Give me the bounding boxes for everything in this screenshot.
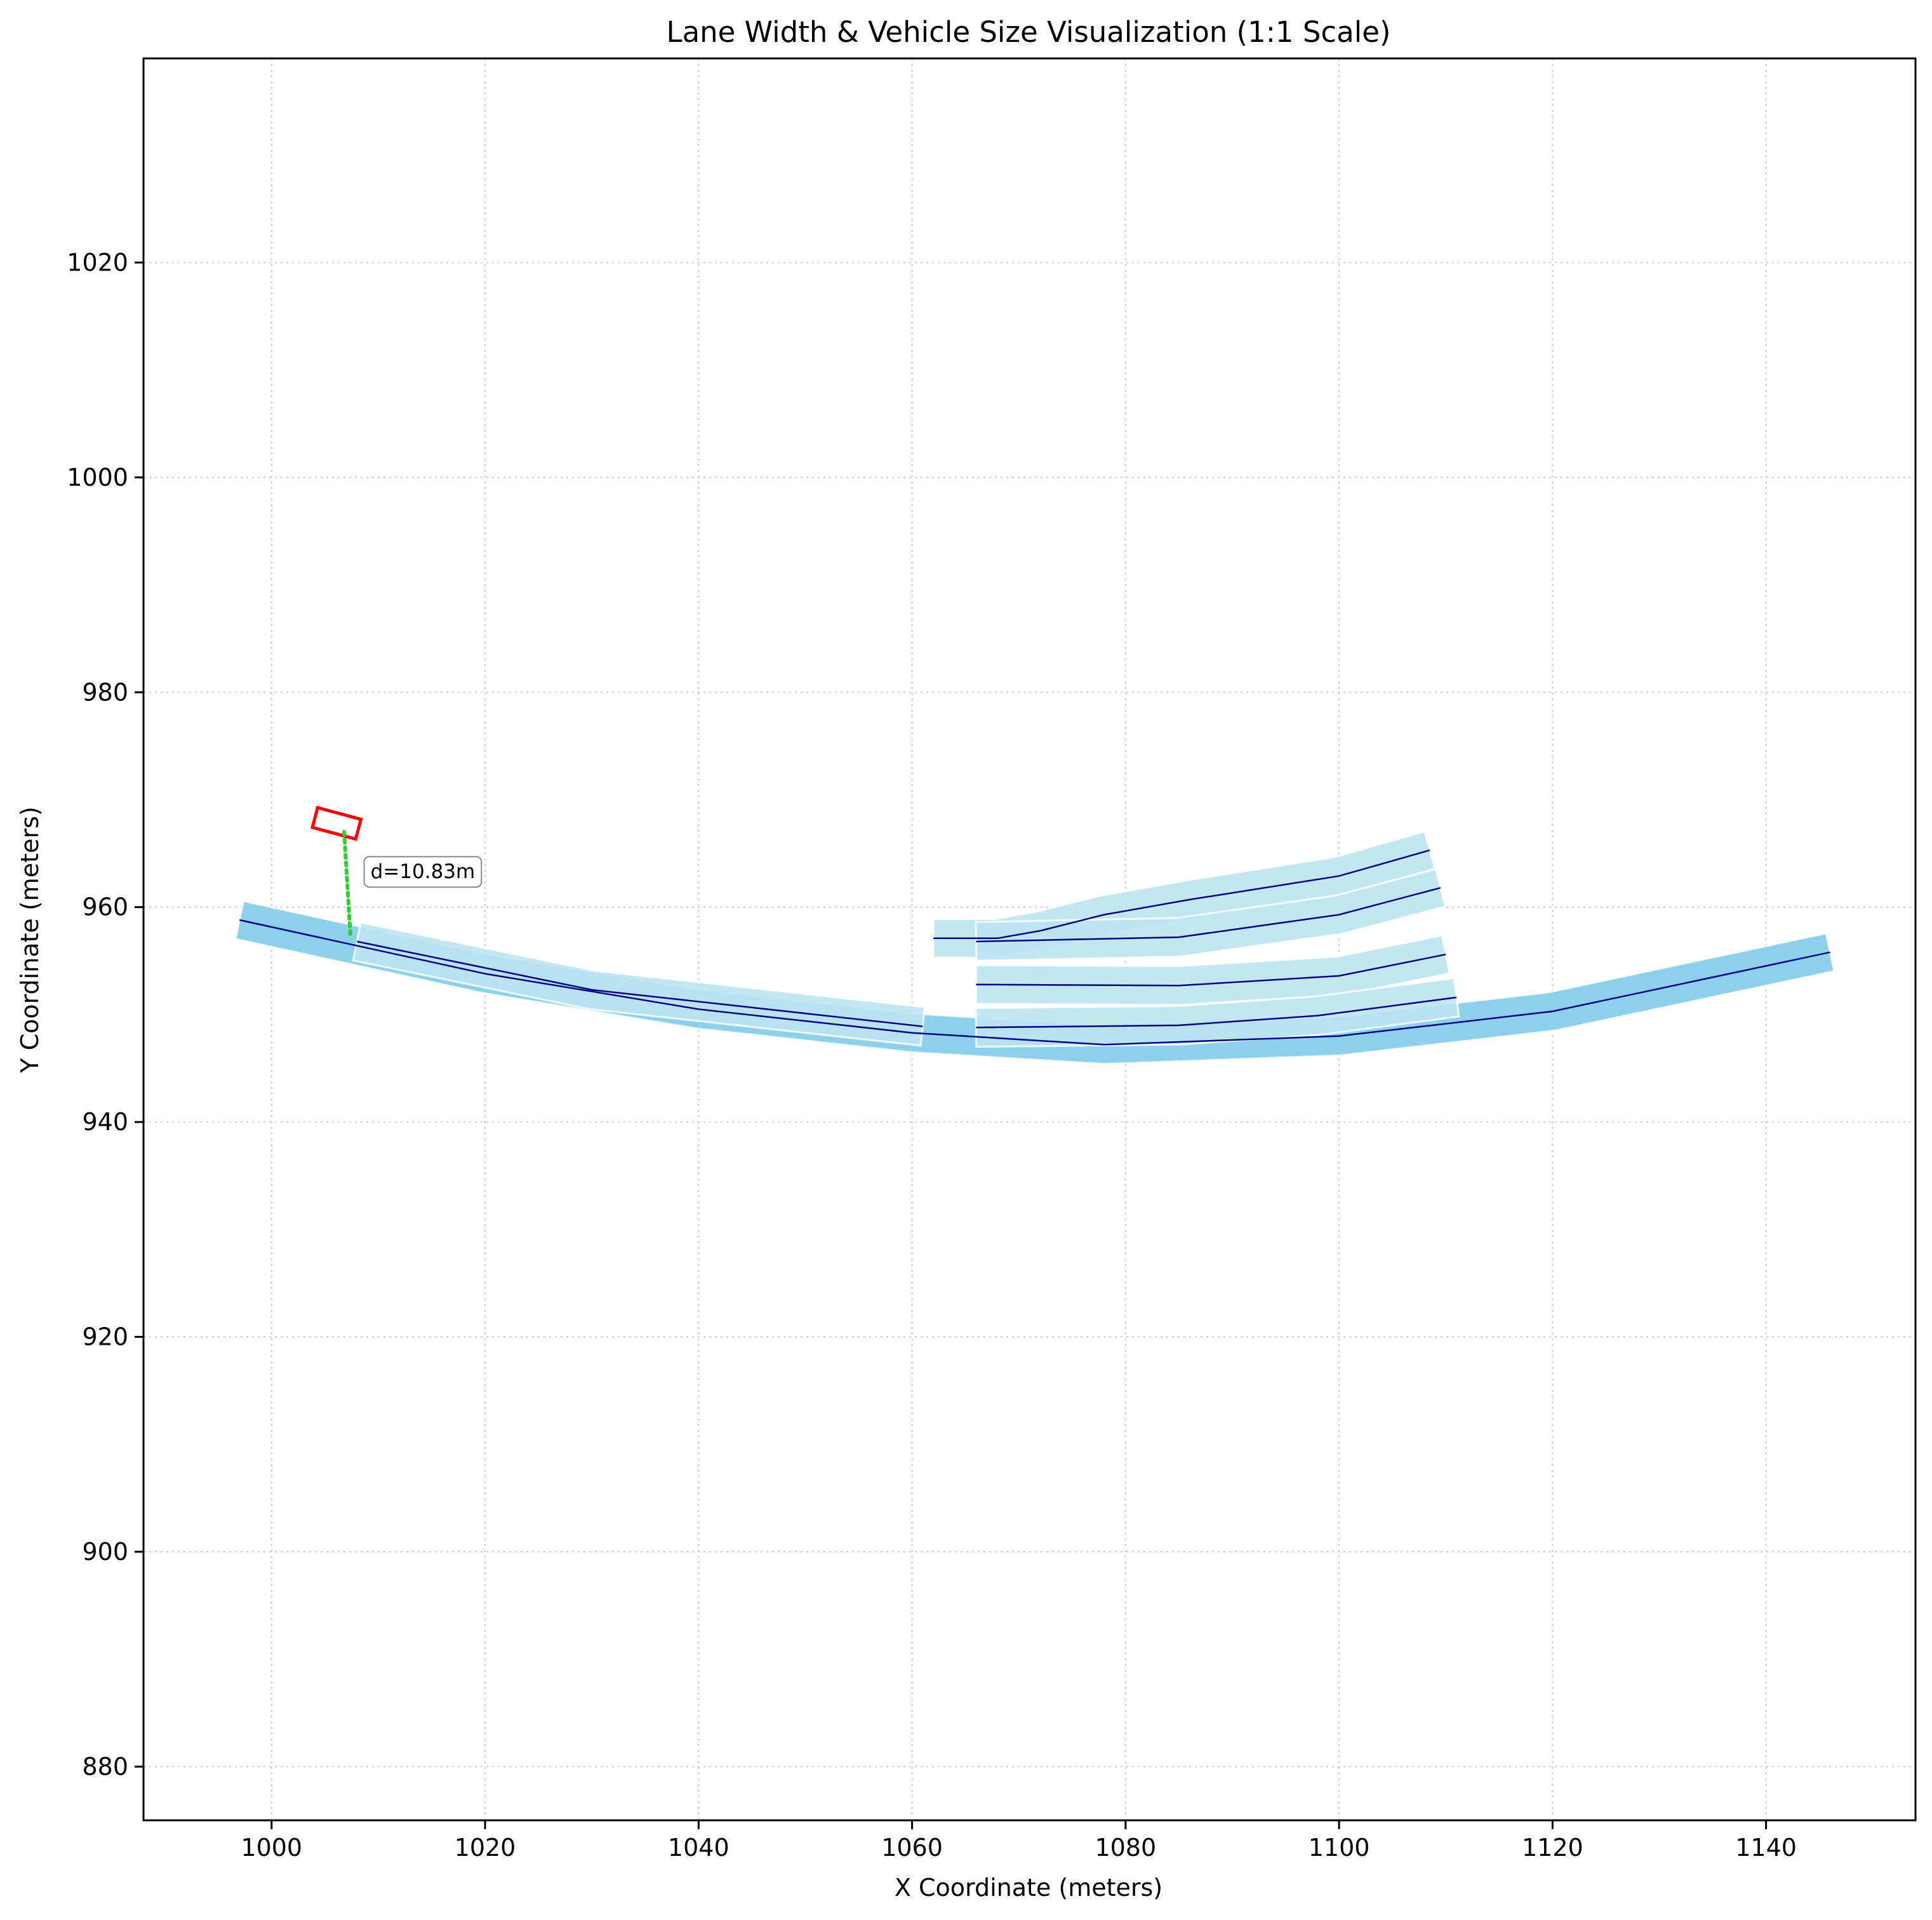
plot-area [234, 805, 1835, 1065]
distance-line [342, 830, 353, 940]
x-axis-ticks: 1000 1020 1040 1060 1080 1100 1120 1140 [241, 1820, 1797, 1862]
y-tick-label: 1000 [67, 463, 128, 491]
chart-title: Lane Width & Vehicle Size Visualization … [667, 15, 1391, 49]
x-tick-label: 1140 [1735, 1834, 1797, 1862]
lane-centerline [357, 940, 923, 1027]
distance-annotation: d=10.83m [363, 856, 483, 888]
lane-centerline [976, 887, 1441, 943]
lane-polygons [234, 830, 1835, 1065]
y-tick-label: 940 [82, 1108, 128, 1136]
x-axis-label: X Coordinate (meters) [895, 1874, 1163, 1902]
y-tick-label: 1020 [67, 248, 128, 276]
y-axis-ticks: 880 900 920 940 960 980 1000 1020 [67, 248, 143, 1780]
lane-polygon [975, 934, 1451, 1006]
y-tick-label: 980 [82, 678, 128, 706]
x-tick-label: 1000 [241, 1834, 302, 1862]
annotation-label: d=10.83m [371, 860, 476, 883]
vehicle-and-distance [310, 805, 363, 940]
y-axis-label: Y Coordinate (meters) [16, 806, 44, 1073]
y-tick-label: 880 [82, 1752, 128, 1780]
lane-polygon [975, 977, 1460, 1048]
lane-polygon [975, 867, 1447, 962]
grid [143, 58, 1915, 1820]
lane-centerline [976, 996, 1457, 1029]
x-tick-label: 1020 [455, 1834, 516, 1862]
x-tick-label: 1080 [1095, 1834, 1156, 1862]
annotation-box [363, 856, 483, 888]
lane-centerlines [239, 849, 1830, 1046]
x-tick-label: 1120 [1522, 1834, 1583, 1862]
x-tick-label: 1040 [668, 1834, 729, 1862]
lane-centerline [933, 849, 1430, 940]
x-tick-label: 1060 [881, 1834, 943, 1862]
y-tick-label: 960 [82, 893, 128, 921]
x-tick-label: 1100 [1309, 1834, 1370, 1862]
axes-frame [142, 57, 1917, 1822]
lane-centerline [239, 919, 1830, 1046]
vehicle-box [310, 805, 363, 841]
y-tick-label: 920 [82, 1323, 128, 1351]
y-tick-label: 900 [82, 1538, 128, 1566]
lane-centerline [976, 953, 1446, 987]
lane-polygon [352, 921, 926, 1047]
